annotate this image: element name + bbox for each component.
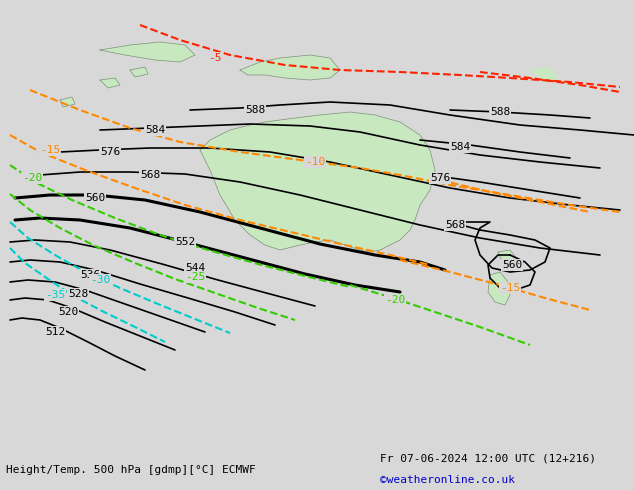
- Text: -15: -15: [40, 145, 60, 155]
- Text: -15: -15: [500, 283, 520, 293]
- Polygon shape: [530, 68, 558, 82]
- Text: ©weatheronline.co.uk: ©weatheronline.co.uk: [380, 475, 515, 485]
- Polygon shape: [240, 55, 340, 80]
- Text: 576: 576: [430, 173, 450, 183]
- Text: -30: -30: [90, 275, 110, 285]
- Text: 588: 588: [490, 107, 510, 117]
- Polygon shape: [130, 67, 148, 77]
- Text: 528: 528: [68, 289, 88, 299]
- Text: -35: -35: [45, 290, 65, 300]
- Text: 512: 512: [45, 327, 65, 337]
- Polygon shape: [488, 272, 510, 305]
- Text: -10: -10: [305, 157, 325, 167]
- Polygon shape: [100, 78, 120, 88]
- Polygon shape: [100, 42, 195, 62]
- Text: 536: 536: [80, 270, 100, 280]
- Polygon shape: [498, 250, 518, 270]
- Text: 584: 584: [145, 125, 165, 135]
- Text: 588: 588: [245, 105, 265, 115]
- Text: Fr 07-06-2024 12:00 UTC (12+216): Fr 07-06-2024 12:00 UTC (12+216): [380, 453, 597, 463]
- Text: 584: 584: [450, 142, 470, 152]
- Text: 568: 568: [140, 170, 160, 180]
- Text: 552: 552: [175, 237, 195, 247]
- Text: 560: 560: [85, 193, 105, 203]
- Text: 568: 568: [445, 220, 465, 230]
- Text: -20: -20: [22, 173, 42, 183]
- Text: 544: 544: [185, 263, 205, 273]
- Text: 560: 560: [502, 260, 522, 270]
- Text: -25: -25: [185, 272, 205, 282]
- Polygon shape: [60, 97, 75, 107]
- Text: -5: -5: [208, 53, 222, 63]
- Text: Height/Temp. 500 hPa [gdmp][°C] ECMWF: Height/Temp. 500 hPa [gdmp][°C] ECMWF: [6, 466, 256, 475]
- Text: 520: 520: [58, 307, 78, 317]
- Text: 576: 576: [100, 147, 120, 157]
- Polygon shape: [200, 112, 435, 252]
- Text: -20: -20: [385, 295, 405, 305]
